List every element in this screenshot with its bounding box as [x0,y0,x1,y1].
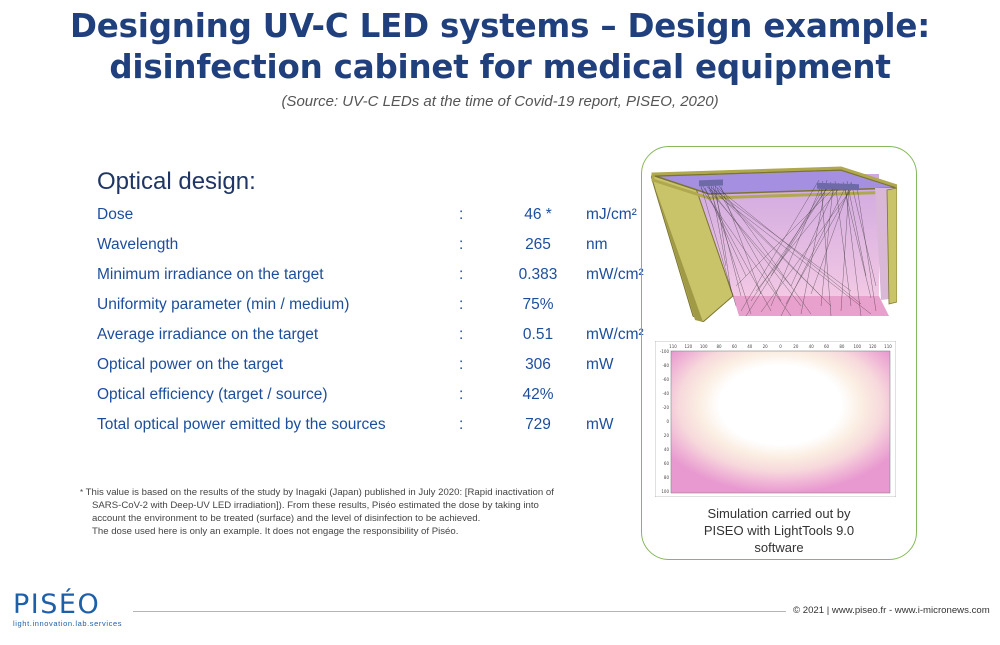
footnote: * This value is based on the results of … [80,486,590,538]
simulation-caption: Simulation carried out by PISEO with Lig… [646,505,912,556]
param-value: 729 [525,416,551,433]
param-row: Average irradiance on the target: 0.51 mW/… [97,320,666,350]
heatmap-y-tick: 100 [661,489,669,494]
heatmap-x-tick: 110 [884,344,892,349]
caption-line-2: PISEO with LightTools 9.0 [703,523,855,538]
heatmap-y-tick: -80 [662,363,669,368]
slide-title: Designing UV-C LED systems – Design exam… [0,6,1000,88]
heatmap-x-tick: 20 [763,344,769,349]
param-unit: mW/cm² [586,266,644,283]
heatmap-x-tick: 100 [700,344,708,349]
param-row: Uniformity parameter (min / medium): 75% [97,290,666,320]
optical-parameters-table: Dose: 46 * mJ/cm² Wavelength: 265 nm Minimum i… [97,200,666,440]
heatmap-y-tick: 20 [664,433,670,438]
param-unit: mW/cm² [586,326,644,343]
heatmap-y-tick: -60 [662,377,669,382]
param-label: Optical power on the target [97,356,284,373]
led-sources [699,179,859,191]
param-unit: mJ/cm² [586,206,637,223]
piseo-logo: PISÉO light.innovation.lab.services [13,589,123,629]
heatmap-y-tick: -100 [660,349,670,354]
param-value: 0.383 [518,266,558,283]
param-label: Optical efficiency (target / source) [97,386,328,403]
param-row: Total optical power emitted by the sourc… [97,410,666,440]
heatmap-x-tick: 40 [747,344,753,349]
footer-copyright: © 2021 | www.piseo.fr - www.i-micronews.… [793,605,990,616]
heatmap-y-tick: -40 [662,391,669,396]
cabinet-raytrace-image [651,166,897,322]
heatmap-y-ticks: -100 -80 -60 -40 -20 0 20 40 60 80 100 [660,349,670,494]
heatmap-x-tick: 0 [779,344,782,349]
irradiance-heatmap: 110 120 100 80 60 40 20 0 20 40 60 80 100 120 110 -100… [655,341,896,497]
caption-line-3: software [754,540,804,555]
param-row: Dose: 46 * mJ/cm² [97,200,666,230]
param-row: Optical efficiency (target / source): 42% [97,380,666,410]
footnote-line-3: account the environment to be treated (s… [92,513,481,524]
footnote-line-4: The dose used here is only an example. I… [92,526,459,537]
param-unit: mW [586,356,614,373]
heatmap-y-tick: -20 [662,405,669,410]
led-rays [700,179,877,317]
param-label: Minimum irradiance on the target [97,266,324,283]
param-value: 0.51 [522,326,554,343]
param-separator: : [459,356,464,373]
heatmap-y-tick: 0 [666,419,669,424]
heatmap-x-tick: 20 [793,344,799,349]
heatmap-x-tick: 80 [839,344,845,349]
heatmap-x-tick: 100 [853,344,861,349]
param-label: Wavelength [97,236,179,253]
footer-divider [133,611,786,612]
caption-line-1: Simulation carried out by [707,506,851,521]
heatmap-x-tick: 60 [732,344,738,349]
param-label: Average irradiance on the target [97,326,319,343]
heatmap-y-tick: 60 [664,461,670,466]
param-separator: : [459,326,464,343]
param-separator: : [459,266,464,283]
heatmap-y-tick: 80 [664,475,670,480]
title-line-1: Designing UV-C LED systems – Design exam… [69,7,930,45]
param-separator: : [459,236,464,253]
heatmap-x-tick: 120 [869,344,877,349]
footnote-line-2: SARS-CoV-2 with Deep-UV LED irradiation]… [92,500,539,511]
param-separator: : [459,296,464,313]
param-separator: : [459,386,464,403]
param-label: Uniformity parameter (min / medium) [97,296,350,313]
heatmap-x-tick: 40 [809,344,815,349]
heatmap-x-ticks: 110 120 100 80 60 40 20 0 20 40 60 80 100 120 110 [669,344,892,349]
optical-design-heading: Optical design: [97,168,256,195]
heatmap-y-tick: 40 [664,447,670,452]
title-line-2: disinfection cabinet for medical equipme… [109,48,891,86]
footnote-line-1: This value is based on the results of th… [85,487,554,498]
param-unit: mW [586,416,614,433]
param-row: Wavelength: 265 nm [97,230,666,260]
param-unit: nm [586,236,608,253]
heatmap-x-tick: 110 [669,344,677,349]
param-value: 42% [522,386,554,403]
footnote-mark: * [80,488,84,497]
logo-tagline: light.innovation.lab.services [13,619,123,628]
param-value: 265 [525,236,551,253]
param-row: Minimum irradiance on the target: 0.383 mW… [97,260,666,290]
param-row: Optical power on the target: 306 mW [97,350,666,380]
param-label: Total optical power emitted by the sourc… [97,416,386,433]
heatmap-x-tick: 120 [685,344,693,349]
param-separator: : [459,416,464,433]
param-value: 75% [522,296,554,313]
heatmap-x-tick: 60 [824,344,830,349]
simulation-frame [641,146,917,560]
source-citation: (Source: UV-C LEDs at the time of Covid-… [281,93,719,110]
heatmap-x-tick: 80 [717,344,723,349]
param-value: 306 [525,356,551,373]
param-value: 46 * [524,206,552,223]
param-label: Dose [97,206,134,223]
param-separator: : [459,206,464,223]
logo-wordmark: PISÉO [13,589,101,620]
